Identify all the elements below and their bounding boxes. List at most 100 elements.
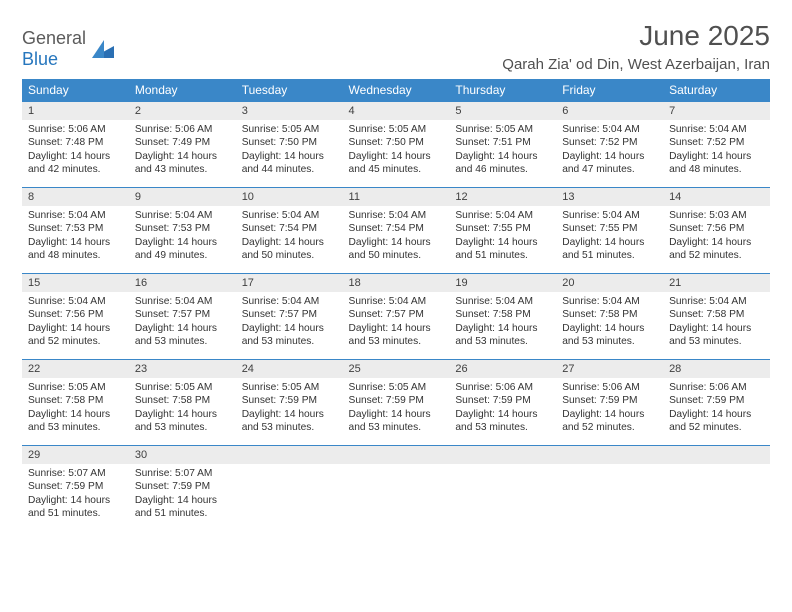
sunrise-text: Sunrise: 5:06 AM bbox=[28, 123, 123, 136]
sunset-text: Sunset: 7:53 PM bbox=[28, 222, 123, 235]
sunrise-text: Sunrise: 5:05 AM bbox=[455, 123, 550, 136]
sunset-text: Sunset: 7:53 PM bbox=[135, 222, 230, 235]
brand-text: General Blue bbox=[22, 28, 86, 70]
sunset-text: Sunset: 7:58 PM bbox=[135, 394, 230, 407]
daylight-text: Daylight: 14 hours and 53 minutes. bbox=[28, 408, 123, 435]
daylight-text: Daylight: 14 hours and 51 minutes. bbox=[28, 494, 123, 521]
sunset-text: Sunset: 7:55 PM bbox=[455, 222, 550, 235]
day-content: Sunrise: 5:06 AMSunset: 7:48 PMDaylight:… bbox=[22, 120, 129, 180]
sunset-text: Sunset: 7:57 PM bbox=[135, 308, 230, 321]
day-number: 26 bbox=[449, 359, 556, 378]
header-row: General Blue June 2025 Qarah Zia' od Din… bbox=[22, 20, 770, 73]
day-content: Sunrise: 5:05 AMSunset: 7:59 PMDaylight:… bbox=[236, 378, 343, 438]
day-number: 7 bbox=[663, 101, 770, 120]
calendar-cell: 15Sunrise: 5:04 AMSunset: 7:56 PMDayligh… bbox=[22, 273, 129, 359]
sunset-text: Sunset: 7:58 PM bbox=[562, 308, 657, 321]
calendar-cell: 27Sunrise: 5:06 AMSunset: 7:59 PMDayligh… bbox=[556, 359, 663, 445]
daylight-text: Daylight: 14 hours and 51 minutes. bbox=[562, 236, 657, 263]
sunset-text: Sunset: 7:55 PM bbox=[562, 222, 657, 235]
day-content: Sunrise: 5:06 AMSunset: 7:59 PMDaylight:… bbox=[449, 378, 556, 438]
sunset-text: Sunset: 7:54 PM bbox=[349, 222, 444, 235]
day-content: Sunrise: 5:06 AMSunset: 7:59 PMDaylight:… bbox=[663, 378, 770, 438]
calendar-cell: 5Sunrise: 5:05 AMSunset: 7:51 PMDaylight… bbox=[449, 101, 556, 187]
calendar-cell: 26Sunrise: 5:06 AMSunset: 7:59 PMDayligh… bbox=[449, 359, 556, 445]
day-number: 10 bbox=[236, 187, 343, 206]
calendar-cell bbox=[236, 445, 343, 531]
calendar-table: SundayMondayTuesdayWednesdayThursdayFrid… bbox=[22, 79, 770, 531]
location-text: Qarah Zia' od Din, West Azerbaijan, Iran bbox=[502, 56, 770, 73]
title-block: June 2025 Qarah Zia' od Din, West Azerba… bbox=[502, 20, 770, 73]
weekday-header: Sunday bbox=[22, 79, 129, 101]
sunrise-text: Sunrise: 5:05 AM bbox=[242, 381, 337, 394]
daylight-text: Daylight: 14 hours and 42 minutes. bbox=[28, 150, 123, 177]
day-number: 8 bbox=[22, 187, 129, 206]
sunrise-text: Sunrise: 5:04 AM bbox=[135, 295, 230, 308]
sunrise-text: Sunrise: 5:04 AM bbox=[562, 123, 657, 136]
daylight-text: Daylight: 14 hours and 53 minutes. bbox=[135, 408, 230, 435]
day-number: 19 bbox=[449, 273, 556, 292]
weekday-header: Saturday bbox=[663, 79, 770, 101]
day-number: 15 bbox=[22, 273, 129, 292]
day-content: Sunrise: 5:05 AMSunset: 7:58 PMDaylight:… bbox=[129, 378, 236, 438]
daylight-text: Daylight: 14 hours and 51 minutes. bbox=[455, 236, 550, 263]
day-content: Sunrise: 5:05 AMSunset: 7:50 PMDaylight:… bbox=[343, 120, 450, 180]
sunset-text: Sunset: 7:59 PM bbox=[669, 394, 764, 407]
daylight-text: Daylight: 14 hours and 53 minutes. bbox=[242, 322, 337, 349]
day-number: 29 bbox=[22, 445, 129, 464]
day-number: 4 bbox=[343, 101, 450, 120]
calendar-cell: 28Sunrise: 5:06 AMSunset: 7:59 PMDayligh… bbox=[663, 359, 770, 445]
sunset-text: Sunset: 7:57 PM bbox=[242, 308, 337, 321]
sunrise-text: Sunrise: 5:04 AM bbox=[135, 209, 230, 222]
sunset-text: Sunset: 7:50 PM bbox=[349, 136, 444, 149]
sunset-text: Sunset: 7:52 PM bbox=[562, 136, 657, 149]
calendar-cell: 21Sunrise: 5:04 AMSunset: 7:58 PMDayligh… bbox=[663, 273, 770, 359]
sunrise-text: Sunrise: 5:07 AM bbox=[28, 467, 123, 480]
day-content: Sunrise: 5:04 AMSunset: 7:57 PMDaylight:… bbox=[343, 292, 450, 352]
calendar-cell bbox=[556, 445, 663, 531]
sunset-text: Sunset: 7:52 PM bbox=[669, 136, 764, 149]
calendar-cell: 20Sunrise: 5:04 AMSunset: 7:58 PMDayligh… bbox=[556, 273, 663, 359]
calendar-cell: 7Sunrise: 5:04 AMSunset: 7:52 PMDaylight… bbox=[663, 101, 770, 187]
calendar-head: SundayMondayTuesdayWednesdayThursdayFrid… bbox=[22, 79, 770, 101]
sunset-text: Sunset: 7:59 PM bbox=[562, 394, 657, 407]
day-content: Sunrise: 5:04 AMSunset: 7:54 PMDaylight:… bbox=[236, 206, 343, 266]
sunset-text: Sunset: 7:59 PM bbox=[135, 480, 230, 493]
calendar-body: 1Sunrise: 5:06 AMSunset: 7:48 PMDaylight… bbox=[22, 101, 770, 531]
sunset-text: Sunset: 7:56 PM bbox=[28, 308, 123, 321]
calendar-week: 15Sunrise: 5:04 AMSunset: 7:56 PMDayligh… bbox=[22, 273, 770, 359]
sunrise-text: Sunrise: 5:04 AM bbox=[562, 209, 657, 222]
day-content: Sunrise: 5:05 AMSunset: 7:50 PMDaylight:… bbox=[236, 120, 343, 180]
calendar-cell: 2Sunrise: 5:06 AMSunset: 7:49 PMDaylight… bbox=[129, 101, 236, 187]
calendar-cell: 3Sunrise: 5:05 AMSunset: 7:50 PMDaylight… bbox=[236, 101, 343, 187]
sunrise-text: Sunrise: 5:04 AM bbox=[28, 295, 123, 308]
calendar-cell: 1Sunrise: 5:06 AMSunset: 7:48 PMDaylight… bbox=[22, 101, 129, 187]
sunrise-text: Sunrise: 5:03 AM bbox=[669, 209, 764, 222]
day-number: 13 bbox=[556, 187, 663, 206]
sunrise-text: Sunrise: 5:06 AM bbox=[669, 381, 764, 394]
daylight-text: Daylight: 14 hours and 44 minutes. bbox=[242, 150, 337, 177]
daylight-text: Daylight: 14 hours and 48 minutes. bbox=[28, 236, 123, 263]
day-content: Sunrise: 5:04 AMSunset: 7:55 PMDaylight:… bbox=[556, 206, 663, 266]
day-number: 27 bbox=[556, 359, 663, 378]
day-content: Sunrise: 5:04 AMSunset: 7:57 PMDaylight:… bbox=[236, 292, 343, 352]
sunset-text: Sunset: 7:58 PM bbox=[669, 308, 764, 321]
day-number: 14 bbox=[663, 187, 770, 206]
sunrise-text: Sunrise: 5:04 AM bbox=[242, 209, 337, 222]
day-content: Sunrise: 5:05 AMSunset: 7:58 PMDaylight:… bbox=[22, 378, 129, 438]
day-number: 23 bbox=[129, 359, 236, 378]
day-number: 11 bbox=[343, 187, 450, 206]
daylight-text: Daylight: 14 hours and 50 minutes. bbox=[242, 236, 337, 263]
daylight-text: Daylight: 14 hours and 53 minutes. bbox=[455, 322, 550, 349]
sunset-text: Sunset: 7:56 PM bbox=[669, 222, 764, 235]
day-number: 16 bbox=[129, 273, 236, 292]
weekday-header: Thursday bbox=[449, 79, 556, 101]
weekday-header: Wednesday bbox=[343, 79, 450, 101]
day-number: 3 bbox=[236, 101, 343, 120]
sunrise-text: Sunrise: 5:04 AM bbox=[455, 209, 550, 222]
day-number: 1 bbox=[22, 101, 129, 120]
daylight-text: Daylight: 14 hours and 53 minutes. bbox=[135, 322, 230, 349]
weekday-header: Tuesday bbox=[236, 79, 343, 101]
calendar-cell: 22Sunrise: 5:05 AMSunset: 7:58 PMDayligh… bbox=[22, 359, 129, 445]
day-number: 24 bbox=[236, 359, 343, 378]
daylight-text: Daylight: 14 hours and 53 minutes. bbox=[349, 322, 444, 349]
